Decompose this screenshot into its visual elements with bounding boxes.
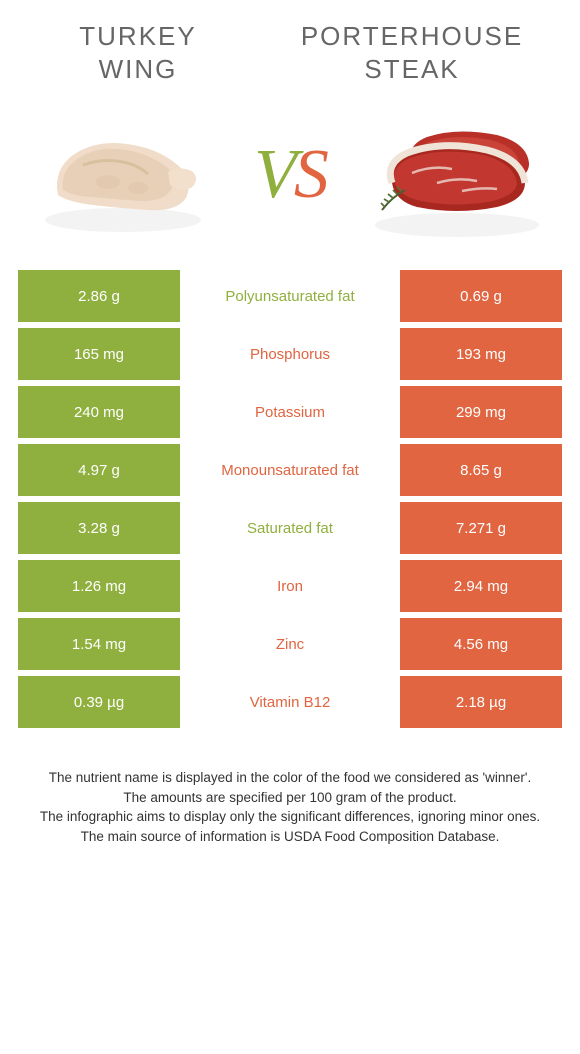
table-row: 1.54 mgZinc4.56 mg — [18, 618, 562, 670]
porterhouse-steak-image — [357, 105, 557, 245]
left-value: 165 mg — [18, 328, 180, 380]
title-left: TURKEY WING — [38, 20, 238, 85]
left-value: 240 mg — [18, 386, 180, 438]
right-value: 299 mg — [400, 386, 562, 438]
table-row: 1.26 mgIron2.94 mg — [18, 560, 562, 612]
header: TURKEY WING PORTERHOUSE STEAK — [18, 20, 562, 95]
turkey-wing-image — [23, 105, 223, 245]
right-value: 193 mg — [400, 328, 562, 380]
nutrient-label: Polyunsaturated fat — [180, 270, 400, 322]
left-value: 2.86 g — [18, 270, 180, 322]
title-right: PORTERHOUSE STEAK — [282, 20, 542, 85]
title-right-line1: PORTERHOUSE — [301, 21, 523, 51]
title-left-line2: WING — [99, 54, 178, 84]
left-value: 4.97 g — [18, 444, 180, 496]
table-row: 240 mgPotassium299 mg — [18, 386, 562, 438]
table-row: 3.28 gSaturated fat7.271 g — [18, 502, 562, 554]
right-value: 4.56 mg — [400, 618, 562, 670]
left-value: 0.39 µg — [18, 676, 180, 728]
nutrient-label: Zinc — [180, 618, 400, 670]
footer-line2: The amounts are specified per 100 gram o… — [28, 788, 552, 808]
title-left-line1: TURKEY — [79, 21, 196, 51]
left-value: 3.28 g — [18, 502, 180, 554]
nutrient-label: Iron — [180, 560, 400, 612]
left-value: 1.54 mg — [18, 618, 180, 670]
right-value: 7.271 g — [400, 502, 562, 554]
table-row: 0.39 µgVitamin B122.18 µg — [18, 676, 562, 728]
nutrient-label: Vitamin B12 — [180, 676, 400, 728]
nutrient-label: Potassium — [180, 386, 400, 438]
right-value: 2.18 µg — [400, 676, 562, 728]
table-row: 165 mgPhosphorus193 mg — [18, 328, 562, 380]
title-right-line2: STEAK — [364, 54, 459, 84]
nutrient-label: Monounsaturated fat — [180, 444, 400, 496]
footer-line1: The nutrient name is displayed in the co… — [28, 768, 552, 788]
left-value: 1.26 mg — [18, 560, 180, 612]
nutrient-table: 2.86 gPolyunsaturated fat0.69 g 165 mgPho… — [18, 270, 562, 728]
table-row: 4.97 gMonounsaturated fat8.65 g — [18, 444, 562, 496]
right-value: 2.94 mg — [400, 560, 562, 612]
nutrient-label: Phosphorus — [180, 328, 400, 380]
nutrient-label: Saturated fat — [180, 502, 400, 554]
footer-line3: The infographic aims to display only the… — [28, 807, 552, 827]
right-value: 0.69 g — [400, 270, 562, 322]
vs-label: VS — [254, 135, 326, 215]
footer-line4: The main source of information is USDA F… — [28, 827, 552, 847]
right-value: 8.65 g — [400, 444, 562, 496]
table-row: 2.86 gPolyunsaturated fat0.69 g — [18, 270, 562, 322]
images-row: VS — [18, 95, 562, 270]
footer: The nutrient name is displayed in the co… — [18, 728, 562, 846]
